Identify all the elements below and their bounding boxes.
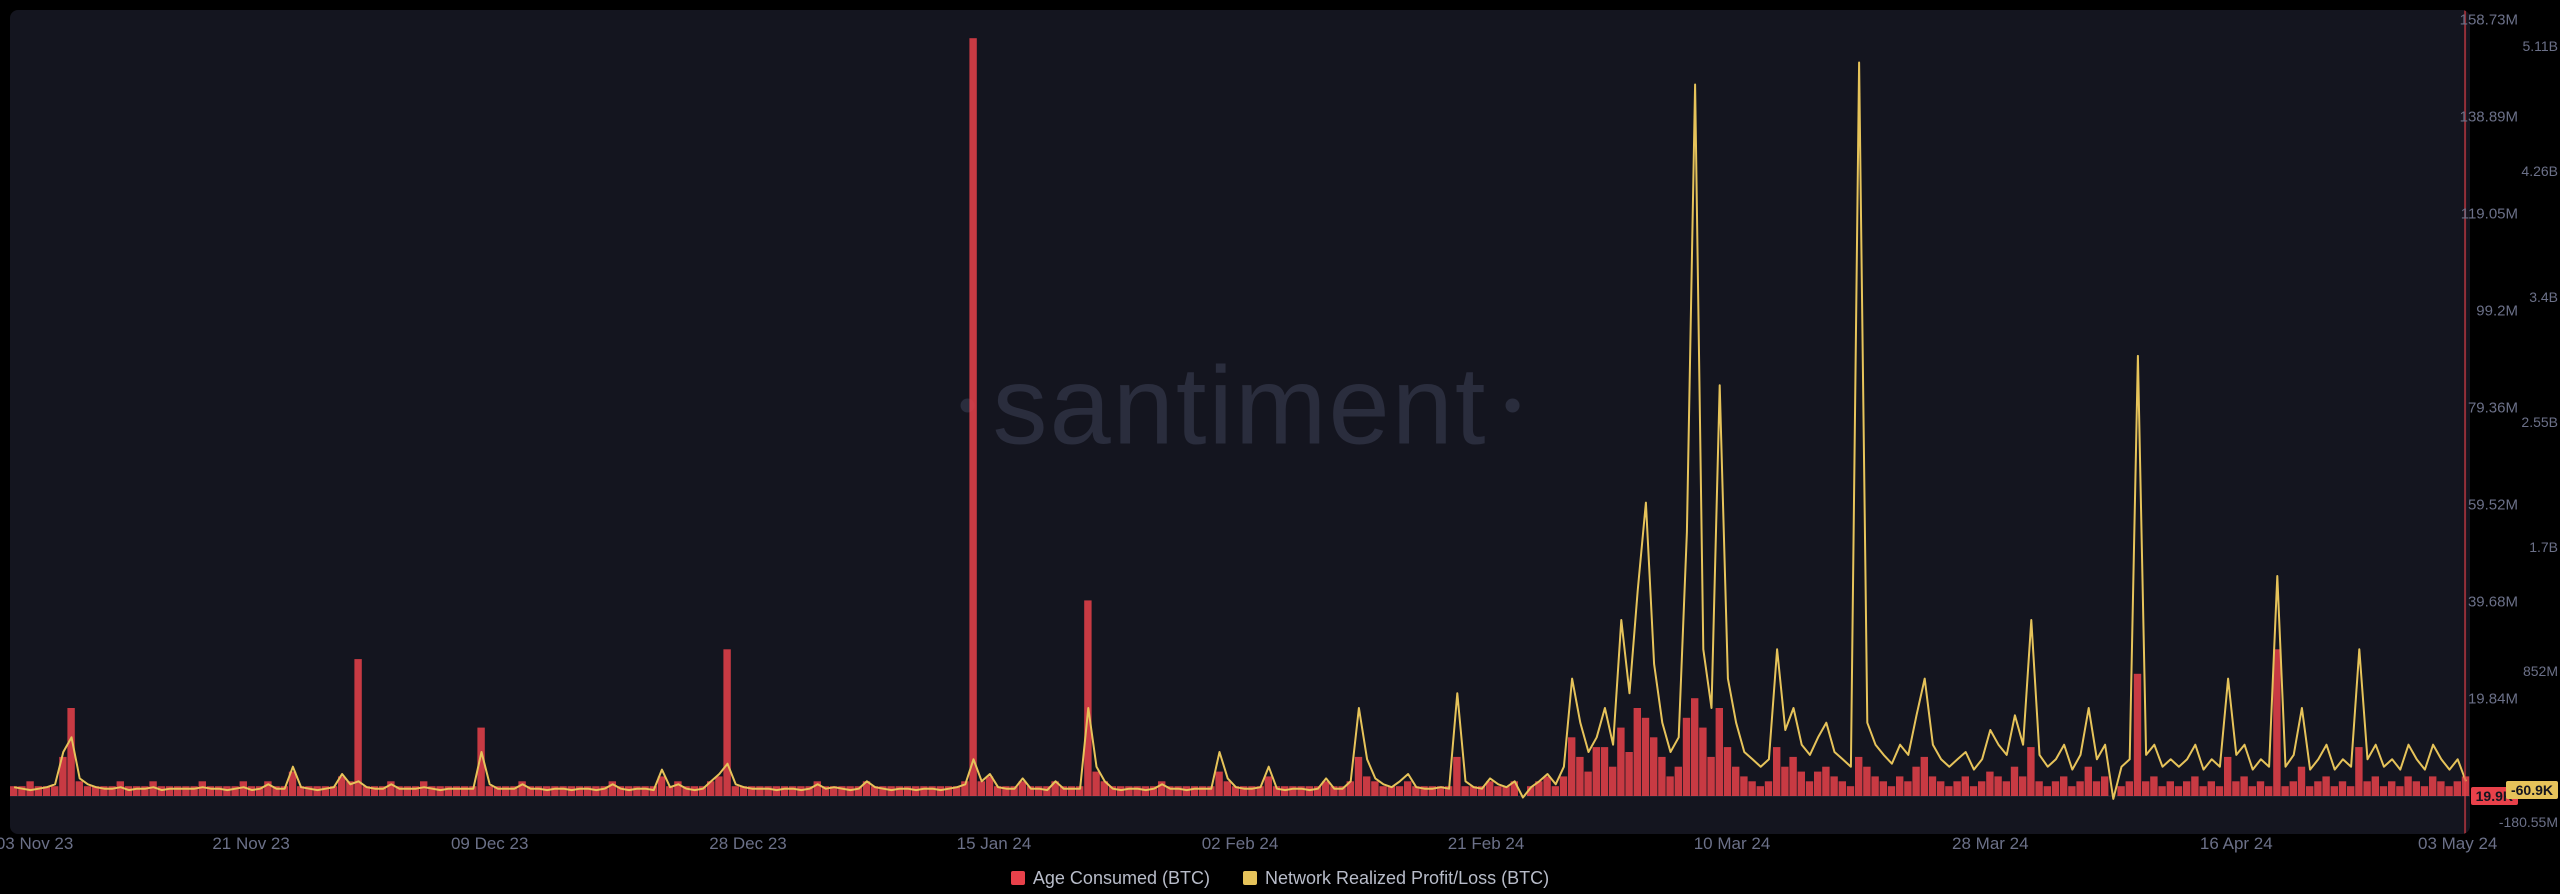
y1-tick-label: 39.68M <box>2468 594 2518 611</box>
y1-tick-label: 138.89M <box>2460 108 2518 125</box>
y1-tick-label: 79.36M <box>2468 400 2518 417</box>
x-tick-label: 21 Nov 23 <box>212 834 290 854</box>
y2-current-badge: -60.9K <box>2506 781 2558 799</box>
y2-tick-label: 852M <box>2523 663 2558 679</box>
x-tick-label: 21 Feb 24 <box>1448 834 1525 854</box>
y1-tick-label: 119.05M <box>2461 205 2518 222</box>
y1-tick-label: 99.2M <box>2476 303 2518 320</box>
y1-tick-label: 59.52M <box>2468 497 2518 514</box>
x-tick-label: 09 Dec 23 <box>451 834 529 854</box>
x-tick-label: 03 Nov 23 <box>0 834 73 854</box>
plot-area[interactable]: santiment <box>10 10 2470 834</box>
legend-label-age: Age Consumed (BTC) <box>1033 868 1210 889</box>
x-tick-label: 02 Feb 24 <box>1202 834 1279 854</box>
legend-swatch-age <box>1011 871 1025 885</box>
x-tick-label: 28 Mar 24 <box>1952 834 2029 854</box>
y2-tick-label: -180.55M <box>2499 814 2558 830</box>
y-axis-left: 158.73M138.89M119.05M99.2M79.36M59.52M39… <box>2470 10 2520 834</box>
y-axis-right: 5.11B4.26B3.4B2.55B1.7B852M-180.55M-60.9… <box>2520 10 2560 834</box>
x-tick-label: 10 Mar 24 <box>1694 834 1771 854</box>
x-tick-label: 28 Dec 23 <box>709 834 787 854</box>
legend: Age Consumed (BTC) Network Realized Prof… <box>0 868 2560 891</box>
x-tick-label: 15 Jan 24 <box>957 834 1032 854</box>
legend-item-nrpl[interactable]: Network Realized Profit/Loss (BTC) <box>1243 868 1549 889</box>
legend-label-nrpl: Network Realized Profit/Loss (BTC) <box>1265 868 1549 889</box>
x-tick-label: 16 Apr 24 <box>2200 834 2273 854</box>
x-axis: 03 Nov 2321 Nov 2309 Dec 2328 Dec 2315 J… <box>10 834 2470 852</box>
chart-svg <box>10 10 2470 834</box>
x-tick-label: 03 May 24 <box>2418 834 2497 854</box>
legend-item-age[interactable]: Age Consumed (BTC) <box>1011 868 1210 889</box>
y1-tick-label: 158.73M <box>2460 12 2518 29</box>
y2-tick-label: 2.55B <box>2521 414 2558 430</box>
y2-tick-label: 1.7B <box>2529 539 2558 555</box>
y2-tick-label: 4.26B <box>2521 163 2558 179</box>
y2-tick-label: 5.11B <box>2522 38 2558 54</box>
y1-tick-label: 19.84M <box>2468 691 2518 708</box>
y2-tick-label: 3.4B <box>2529 289 2558 305</box>
legend-swatch-nrpl <box>1243 871 1257 885</box>
chart-frame: santiment 03 Nov 23 21 Nov 23 09 Dec 23 28 … <box>0 0 2560 894</box>
